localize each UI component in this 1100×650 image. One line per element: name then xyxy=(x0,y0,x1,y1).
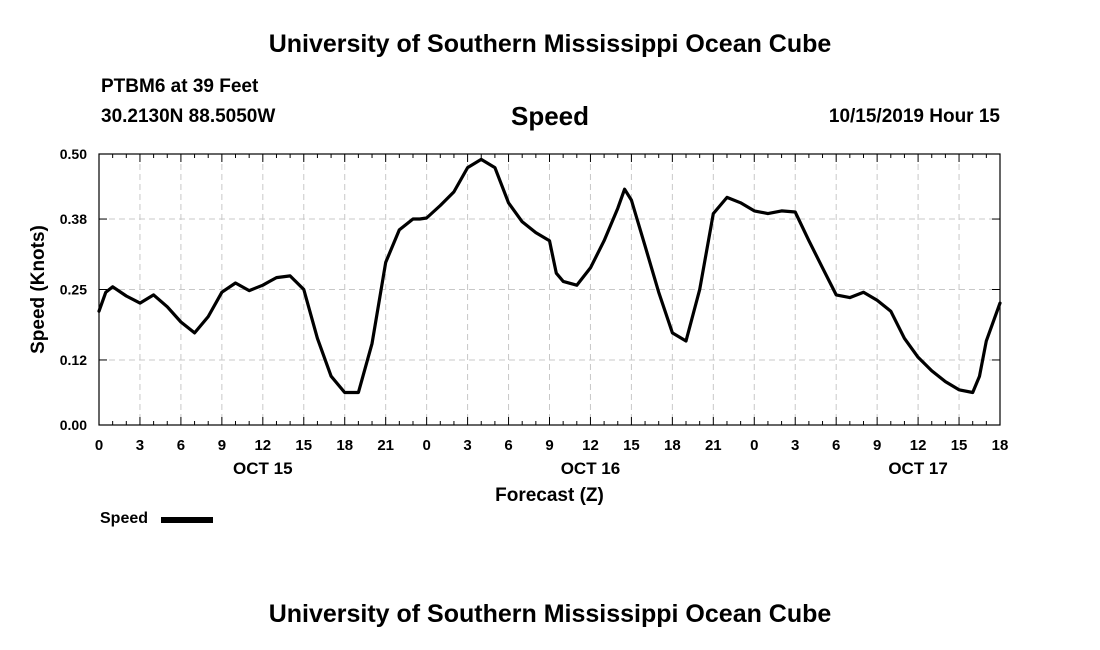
x-tick-label: 3 xyxy=(136,437,144,454)
coordinates-label: 30.2130N 88.5050W xyxy=(101,106,276,127)
x-tick-label: 18 xyxy=(992,437,1009,454)
y-tick-label: 0.25 xyxy=(60,282,87,298)
x-tick-label: 6 xyxy=(504,437,512,454)
station-label: PTBM6 at 39 Feet xyxy=(101,76,259,97)
date-label: OCT 15 xyxy=(233,459,293,478)
grid-layer xyxy=(99,154,1000,425)
label-layer: 0 3 6 9 12 15 18 21 0 3 6 9 12 15 18 21 0 3 6 9 12 15 18 0.00 0.… xyxy=(28,146,1008,506)
footer-title: University of Southern Mississippi Ocean… xyxy=(268,600,832,628)
x-tick-label: 9 xyxy=(218,437,226,454)
x-tick-label: 0 xyxy=(95,437,103,454)
x-tick-label: 6 xyxy=(832,437,840,454)
axis-layer xyxy=(98,153,1001,426)
legend-label: Speed xyxy=(100,510,149,527)
x-tick-label: 6 xyxy=(177,437,185,454)
y-tick-label: 0.00 xyxy=(60,417,87,433)
date-label: OCT 17 xyxy=(888,459,948,478)
plot-frame xyxy=(98,153,1001,426)
y-tick-label: 0.50 xyxy=(60,146,87,162)
x-tick-label: 15 xyxy=(295,437,312,454)
series-line-speed xyxy=(97,157,1002,395)
x-tick-label: 3 xyxy=(463,437,471,454)
page-title: University of Southern Mississippi Ocean… xyxy=(268,30,832,58)
x-axis-title: Forecast (Z) xyxy=(495,485,604,506)
x-tick-label: 15 xyxy=(951,437,968,454)
x-tick-label: 12 xyxy=(910,437,927,454)
x-tick-label: 18 xyxy=(664,437,681,454)
series-layer xyxy=(97,157,1002,395)
y-tick-label: 0.38 xyxy=(60,211,87,227)
x-tick-label: 15 xyxy=(623,437,640,454)
x-tick-label: 0 xyxy=(750,437,758,454)
chart-title: Speed xyxy=(510,101,590,131)
x-tick-label: 21 xyxy=(377,437,394,454)
x-tick-label: 18 xyxy=(336,437,353,454)
x-tick-label: 9 xyxy=(545,437,553,454)
x-tick-label: 12 xyxy=(254,437,271,454)
x-tick-label: 3 xyxy=(791,437,799,454)
x-tick-label: 0 xyxy=(422,437,430,454)
y-axis-title: Speed (Knots) xyxy=(28,225,49,354)
y-tick-label: 0.12 xyxy=(60,352,87,368)
legend-swatch xyxy=(161,517,213,523)
x-tick-label: 9 xyxy=(873,437,881,454)
date-label: OCT 16 xyxy=(561,459,621,478)
x-tick-label: 12 xyxy=(582,437,599,454)
x-tick-label: 21 xyxy=(705,437,722,454)
datetime-label: 10/15/2019 Hour 15 xyxy=(828,106,1000,127)
